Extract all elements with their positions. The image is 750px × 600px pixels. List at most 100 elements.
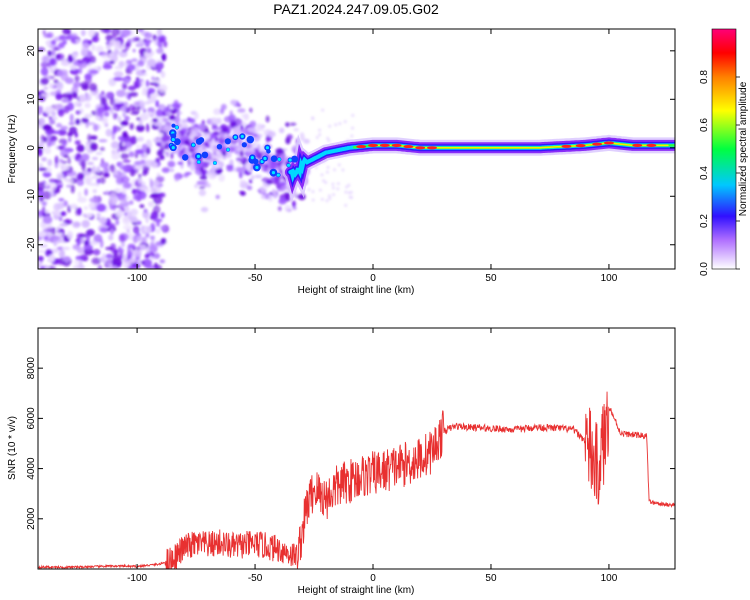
- noise-blob: [328, 124, 332, 128]
- noise-blob: [53, 203, 61, 212]
- noise-blob: [121, 49, 128, 53]
- noise-blob: [110, 228, 115, 235]
- noise-blob: [322, 179, 326, 183]
- noise-blob: [103, 167, 110, 174]
- noise-blob: [61, 160, 68, 165]
- colorbar-tick-label: 0.8: [699, 70, 710, 84]
- noise-blob: [196, 180, 206, 186]
- noise-blob: [182, 173, 189, 178]
- noise-blob: [213, 131, 220, 136]
- noise-blob: [277, 206, 282, 212]
- noise-blob: [67, 156, 71, 165]
- noise-blob: [113, 71, 124, 78]
- noise-blob: [153, 139, 163, 143]
- noise-blob: [246, 185, 253, 191]
- noise-blob: [42, 171, 52, 178]
- noise-blob: [341, 168, 345, 172]
- noise-blob: [74, 140, 81, 145]
- noise-blob: [99, 161, 110, 169]
- noise-blob: [38, 167, 48, 171]
- noise-blob: [149, 241, 155, 249]
- noise-blob: [161, 125, 171, 133]
- noise-blob: [325, 170, 329, 174]
- hotspot: [379, 143, 390, 147]
- noise-blob: [122, 159, 131, 163]
- peak-core: [276, 173, 280, 177]
- noise-blob: [143, 208, 148, 213]
- noise-blob: [291, 200, 296, 208]
- noise-blob: [139, 186, 148, 192]
- noise-blob: [92, 188, 98, 194]
- noise-blob: [331, 186, 335, 190]
- noise-blob: [250, 175, 255, 180]
- y-tick-label: 10: [26, 93, 37, 105]
- hotspot: [391, 143, 402, 147]
- noise-blob: [49, 43, 58, 50]
- noise-blob: [83, 248, 94, 256]
- snr-y-ticks: 8000 6000 4000 2000: [26, 357, 675, 530]
- noise-blob: [65, 184, 73, 188]
- noise-blob: [126, 250, 133, 258]
- noise-blob: [133, 80, 142, 89]
- noise-blob: [57, 108, 65, 117]
- noise-blob: [248, 179, 253, 184]
- colorbar: 0.0 0.2 0.4 0.6 0.8 Normalized spectral ampl…: [699, 28, 749, 276]
- noise-blob: [135, 144, 142, 149]
- noise-blob: [133, 101, 141, 106]
- noise-blob: [63, 105, 70, 114]
- noise-blob: [40, 117, 45, 126]
- noise-blob: [60, 125, 69, 131]
- noise-blob: [108, 234, 114, 241]
- noise-blob: [83, 244, 94, 250]
- peak-blob: [216, 144, 223, 150]
- noise-blob: [82, 213, 88, 217]
- noise-blob: [47, 50, 52, 57]
- noise-blob: [252, 136, 261, 142]
- peak-blob: [181, 154, 189, 161]
- noise-blob: [87, 133, 92, 143]
- noise-blob: [83, 206, 89, 210]
- noise-blob: [118, 60, 125, 68]
- noise-blob: [194, 183, 199, 189]
- noise-blob: [279, 127, 285, 134]
- noise-blob: [87, 29, 96, 38]
- noise-blob: [111, 29, 120, 37]
- peak-blob: [198, 137, 205, 144]
- noise-blob: [230, 121, 237, 129]
- noise-blob: [85, 143, 90, 152]
- noise-blob: [185, 118, 195, 123]
- noise-blob: [170, 152, 174, 160]
- noise-blob: [137, 60, 145, 67]
- noise-blob: [117, 245, 122, 253]
- noise-blob: [256, 123, 262, 132]
- noise-blob: [217, 154, 225, 160]
- noise-blob: [101, 253, 107, 261]
- noise-blob: [129, 111, 140, 115]
- peak-core: [271, 171, 276, 175]
- noise-blob: [213, 108, 222, 115]
- noise-blob: [127, 265, 136, 269]
- peak-blob: [224, 138, 231, 145]
- noise-blob: [96, 106, 105, 114]
- noise-blob: [189, 158, 195, 163]
- noise-blob: [163, 40, 168, 48]
- noise-blob: [49, 68, 53, 74]
- noise-blob: [77, 196, 87, 203]
- noise-blob: [72, 221, 81, 228]
- noise-blob: [59, 158, 63, 163]
- noise-blob: [169, 168, 175, 173]
- noise-blob: [293, 127, 299, 132]
- noise-blob: [96, 212, 101, 218]
- noise-blob: [337, 163, 341, 167]
- noise-blob: [149, 82, 159, 86]
- spectrogram-x-ticks: -100 -50 0 50 100: [127, 29, 618, 284]
- noise-blob: [267, 130, 276, 138]
- ridge-hotspots: [356, 141, 657, 150]
- noise-blob: [120, 153, 130, 160]
- colorbar-ticks: 0.0 0.2 0.4 0.6 0.8: [699, 70, 740, 276]
- noise-blob: [41, 157, 47, 162]
- noise-blob: [89, 142, 98, 151]
- noise-blob: [78, 94, 87, 103]
- noise-blob: [91, 44, 96, 51]
- noise-blob: [334, 123, 338, 127]
